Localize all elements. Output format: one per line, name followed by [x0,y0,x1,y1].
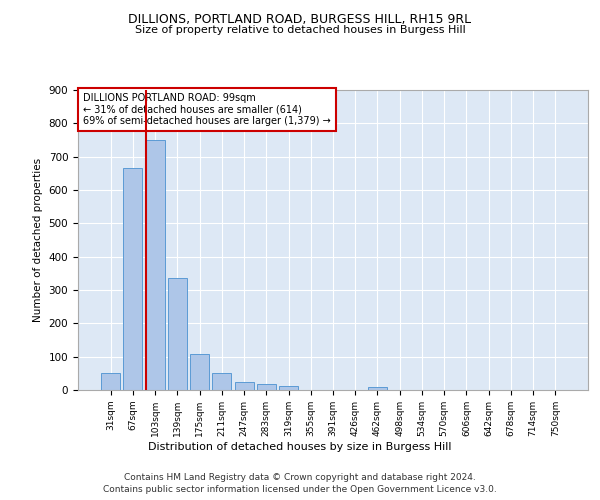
Text: DILLIONS PORTLAND ROAD: 99sqm
← 31% of detached houses are smaller (614)
69% of : DILLIONS PORTLAND ROAD: 99sqm ← 31% of d… [83,93,331,126]
Bar [235,382,254,390]
Bar [168,278,187,390]
Bar [212,374,231,390]
Bar [124,168,142,390]
Bar [257,384,276,390]
Bar [101,374,120,390]
Text: Distribution of detached houses by size in Burgess Hill: Distribution of detached houses by size … [148,442,452,452]
Y-axis label: Number of detached properties: Number of detached properties [33,158,43,322]
Text: Contains HM Land Registry data © Crown copyright and database right 2024.: Contains HM Land Registry data © Crown c… [124,472,476,482]
Text: Contains public sector information licensed under the Open Government Licence v3: Contains public sector information licen… [103,485,497,494]
Text: Size of property relative to detached houses in Burgess Hill: Size of property relative to detached ho… [134,25,466,35]
Bar [146,140,164,390]
Text: DILLIONS, PORTLAND ROAD, BURGESS HILL, RH15 9RL: DILLIONS, PORTLAND ROAD, BURGESS HILL, R… [128,12,472,26]
Bar [190,354,209,390]
Bar [368,386,387,390]
Bar [279,386,298,390]
